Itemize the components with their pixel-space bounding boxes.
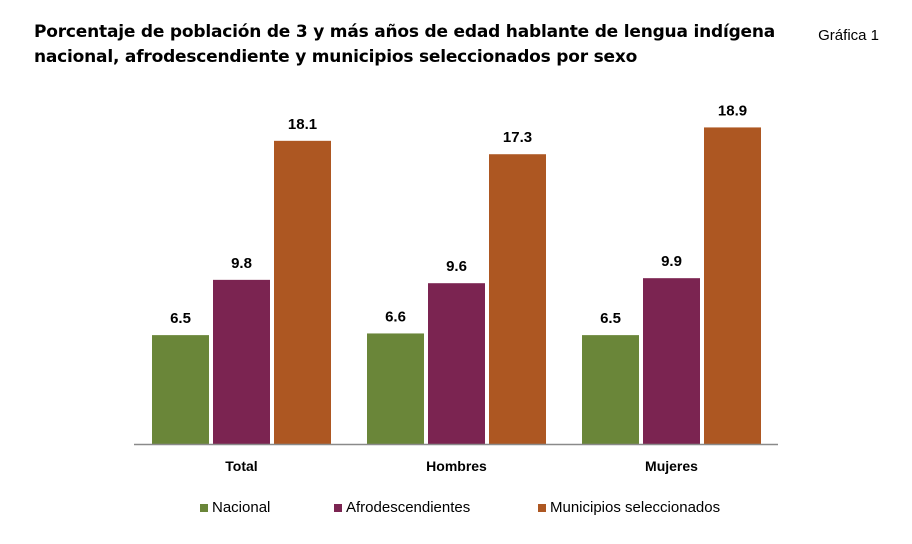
bar-total-3 [274, 140, 331, 444]
bar-hombres-1 [367, 333, 424, 444]
data-label: 6.6 [385, 308, 406, 325]
chart-title-line-1: Porcentaje de población de 3 y más años … [34, 22, 776, 42]
bar-hombres-3 [489, 154, 546, 444]
legend-label: Municipios seleccionados [550, 499, 721, 516]
chart-legend: Nacional Afrodescendientes Municipios sele… [0, 499, 912, 519]
legend-swatch [538, 503, 546, 512]
bar-mujeres-1 [582, 335, 639, 444]
legend-label: Nacional [212, 499, 271, 516]
legend-swatch [334, 503, 342, 512]
category-label: Total [225, 458, 257, 474]
bar-mujeres-2 [643, 278, 700, 444]
category-label: Hombres [426, 458, 487, 474]
chart-title: Porcentaje de población de 3 y más años … [34, 20, 794, 70]
bar-total-2 [213, 279, 270, 444]
data-label: 18.9 [718, 102, 747, 119]
data-label: 18.1 [288, 116, 317, 133]
data-label: 6.5 [600, 310, 621, 327]
legend-item: Nacional [200, 499, 270, 516]
data-label: 9.9 [661, 253, 682, 270]
legend-swatch [200, 503, 208, 512]
legend-item: Municipios seleccionados [538, 499, 720, 516]
bar-total-1 [152, 335, 209, 444]
data-label: 6.5 [170, 310, 191, 327]
bar-mujeres-3 [704, 127, 761, 445]
data-label: 17.3 [503, 129, 532, 146]
bar-hombres-2 [428, 283, 485, 444]
chart-title-line-2: nacional, afrodescendiente y municipios … [34, 47, 638, 67]
data-label: 9.8 [231, 255, 252, 272]
data-label: 9.6 [446, 258, 467, 275]
legend-item: Afrodescendientes [334, 499, 470, 516]
category-label: Mujeres [645, 458, 698, 474]
bar-chart: 6.5 9.8 18.1 Total 6.6 9.6 17.3 Hombres 6.5 9.9 18… [134, 102, 778, 474]
figure-tag: Gráfica 1 [818, 27, 879, 44]
legend-label: Afrodescendientes [346, 499, 471, 516]
